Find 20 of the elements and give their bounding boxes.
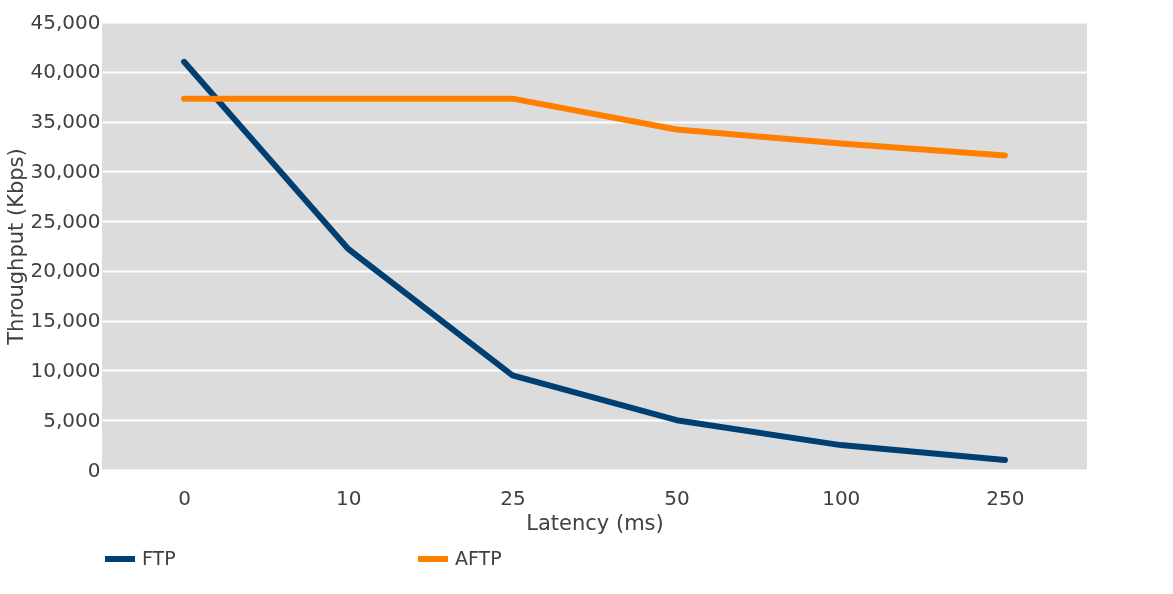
- y-tick-label: 35,000: [30, 109, 101, 134]
- y-axis-title: Throughput (Kbps): [3, 148, 28, 346]
- y-tick-label: 20,000: [30, 258, 101, 283]
- x-tick-label: 100: [822, 485, 861, 510]
- x-tick-label: 10: [336, 485, 362, 510]
- x-tick-label: 50: [664, 485, 690, 510]
- y-tick-label: 10,000: [30, 357, 101, 382]
- y-tick-label: 15,000: [30, 308, 101, 333]
- x-tick-label: 25: [500, 485, 526, 510]
- y-tick-label: 45,000: [30, 9, 101, 34]
- legend-label: AFTP: [455, 547, 502, 569]
- y-tick-label: 25,000: [30, 208, 101, 233]
- y-tick-label: 40,000: [30, 59, 101, 84]
- x-axis-title: Latency (ms): [526, 510, 664, 535]
- legend-label: FTP: [142, 547, 176, 569]
- y-tick-label: 30,000: [30, 158, 101, 183]
- x-tick-label: 250: [986, 485, 1025, 510]
- y-tick-label: 5,000: [43, 407, 101, 432]
- x-tick-label: 0: [178, 485, 191, 510]
- y-tick-label: 0: [87, 457, 101, 482]
